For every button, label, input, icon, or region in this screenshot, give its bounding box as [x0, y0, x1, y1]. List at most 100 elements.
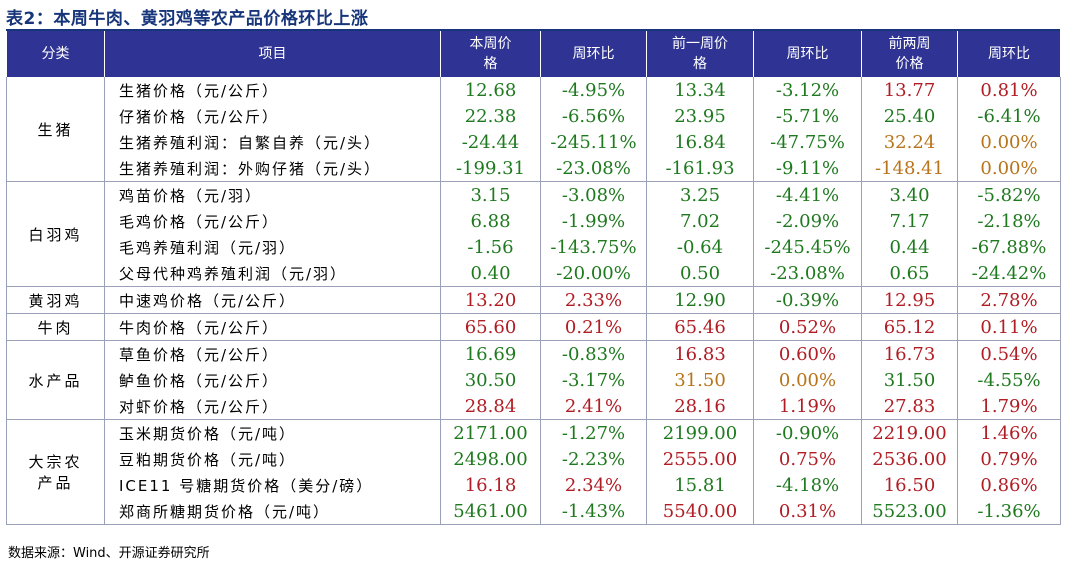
- table-row: 生猪养殖利润：自繁自养（元/头） -24.44 -245.11% 16.84 -47.7…: [7, 129, 1061, 155]
- value-cell: 22.38: [440, 103, 541, 129]
- value-cell: 12.95: [861, 286, 958, 314]
- table-row: 对虾价格（元/公斤） 28.84 2.41% 28.16 1.19% 27.83 1.79%: [7, 393, 1061, 420]
- value-cell: 12.90: [646, 286, 754, 314]
- value-cell: -2.18%: [957, 208, 1061, 234]
- value-cell: -2.23%: [540, 446, 647, 472]
- category-cell: 牛肉: [6, 313, 105, 341]
- table-row: 生猪养殖利润：外购仔猪（元/头） -199.31 -23.08% -161.93 -9.…: [7, 155, 1061, 182]
- value-cell: 0.52%: [753, 313, 862, 341]
- value-cell: 2171.00: [440, 419, 541, 446]
- value-cell: -199.31: [440, 155, 541, 182]
- value-cell: 1.19%: [753, 393, 862, 420]
- value-cell: -20.00%: [540, 260, 647, 287]
- value-cell: -2.09%: [753, 208, 862, 234]
- table-title: 表2：本周牛肉、黄羽鸡等农产品价格环比上涨: [6, 9, 369, 29]
- value-cell: -0.39%: [753, 286, 862, 314]
- header-prev-week-price: 前一周价 格: [646, 31, 754, 77]
- table-row: 鲈鱼价格（元/公斤） 30.50 -3.17% 31.50 0.00% 31.50 -4.5…: [7, 367, 1061, 393]
- value-cell: -9.11%: [753, 155, 862, 182]
- value-cell: 5540.00: [646, 498, 754, 525]
- item-cell: 中速鸡价格（元/公斤）: [104, 286, 441, 314]
- item-cell: 草鱼价格（元/公斤）: [104, 340, 441, 367]
- value-cell: 65.60: [440, 313, 541, 341]
- value-cell: -5.82%: [957, 181, 1061, 208]
- table-row: 黄羽鸡 中速鸡价格（元/公斤） 13.20 2.33% 12.90 -0.39% 12.95…: [6, 286, 1061, 314]
- value-cell: 0.75%: [753, 446, 862, 472]
- value-cell: 23.95: [646, 103, 754, 129]
- value-cell: -5.71%: [753, 103, 862, 129]
- value-cell: 2536.00: [861, 446, 958, 472]
- value-cell: 0.00%: [957, 129, 1061, 155]
- header-category: 分类: [6, 31, 105, 77]
- value-cell: 0.11%: [957, 313, 1061, 341]
- title-rule: [6, 29, 1060, 31]
- item-cell: 仔猪价格（元/公斤）: [104, 103, 441, 129]
- value-cell: 27.83: [861, 393, 958, 420]
- value-cell: -23.08%: [540, 155, 647, 182]
- value-cell: 0.00%: [957, 155, 1061, 182]
- value-cell: -1.43%: [540, 498, 647, 525]
- header-item: 项目: [104, 31, 441, 77]
- item-cell: 生猪养殖利润：外购仔猪（元/头）: [104, 155, 441, 182]
- value-cell: 0.86%: [957, 472, 1061, 498]
- value-cell: -161.93: [646, 155, 754, 182]
- header-row: 分类 项目 本周价 格 周环比 前一周价 格 周环比 前两周 价格 周环比: [6, 31, 1061, 77]
- category-cell: 黄羽鸡: [6, 286, 105, 314]
- item-cell: 玉米期货价格（元/吨）: [104, 419, 441, 446]
- value-cell: 7.17: [861, 208, 958, 234]
- value-cell: 0.00%: [753, 367, 862, 393]
- value-cell: -47.75%: [753, 129, 862, 155]
- value-cell: 2.33%: [540, 286, 647, 314]
- value-cell: 7.02: [646, 208, 754, 234]
- value-cell: -4.41%: [753, 181, 862, 208]
- value-cell: 13.34: [646, 77, 754, 103]
- value-cell: 2.78%: [957, 286, 1061, 314]
- value-cell: 13.77: [861, 77, 958, 103]
- table-row: 牛肉 牛肉价格（元/公斤） 65.60 0.21% 65.46 0.52% 65.12 0.1…: [6, 313, 1061, 341]
- value-cell: -245.45%: [753, 234, 862, 260]
- value-cell: -67.88%: [957, 234, 1061, 260]
- table-row: 毛鸡价格（元/公斤） 6.88 -1.99% 7.02 -2.09% 7.17 -2.18%: [7, 208, 1061, 234]
- item-cell: 郑商所糖期货价格（元/吨）: [104, 498, 441, 525]
- value-cell: 3.15: [440, 181, 541, 208]
- item-cell: 生猪养殖利润：自繁自养（元/头）: [104, 129, 441, 155]
- header-wow-1: 周环比: [540, 31, 647, 77]
- value-cell: 0.50: [646, 260, 754, 287]
- value-cell: -1.99%: [540, 208, 647, 234]
- value-cell: -1.27%: [540, 419, 647, 446]
- value-cell: 16.73: [861, 340, 958, 367]
- value-cell: 65.12: [861, 313, 958, 341]
- table-row: 水产品 草鱼价格（元/公斤） 16.69 -0.83% 16.83 0.60% 16.73 0…: [6, 340, 1061, 420]
- value-cell: 30.50: [440, 367, 541, 393]
- value-cell: -24.44: [440, 129, 541, 155]
- value-cell: -23.08%: [753, 260, 862, 287]
- value-cell: 31.50: [646, 367, 754, 393]
- value-cell: 0.31%: [753, 498, 862, 525]
- value-cell: -3.12%: [753, 77, 862, 103]
- source-note: 数据来源：Wind、开源证券研究所: [8, 546, 210, 561]
- value-cell: 2498.00: [440, 446, 541, 472]
- price-table: 分类 项目 本周价 格 周环比 前一周价 格 周环比 前两周 价格 周环比 生猪…: [6, 31, 1061, 525]
- header-this-week-price: 本周价 格: [440, 31, 541, 77]
- value-cell: -148.41: [861, 155, 958, 182]
- value-cell: 0.44: [861, 234, 958, 260]
- table-row: ICE11 号糖期货价格（美分/磅） 16.18 2.34% 15.81 -4.18% 1…: [7, 472, 1061, 498]
- item-cell: 对虾价格（元/公斤）: [104, 393, 441, 420]
- value-cell: 0.81%: [957, 77, 1061, 103]
- value-cell: -3.17%: [540, 367, 647, 393]
- value-cell: -0.90%: [753, 419, 862, 446]
- value-cell: 13.20: [440, 286, 541, 314]
- value-cell: 2.41%: [540, 393, 647, 420]
- table-row: 毛鸡养殖利润（元/羽） -1.56 -143.75% -0.64 -245.45% 0.4…: [7, 234, 1061, 260]
- value-cell: -4.18%: [753, 472, 862, 498]
- value-cell: 16.50: [861, 472, 958, 498]
- value-cell: 16.83: [646, 340, 754, 367]
- value-cell: 0.65: [861, 260, 958, 287]
- table-row: 白羽鸡 鸡苗价格（元/羽） 3.15 -3.08% 3.25 -4.41% 3.40 -5.8…: [6, 181, 1061, 287]
- table-row: 郑商所糖期货价格（元/吨） 5461.00 -1.43% 5540.00 0.31% 55…: [7, 498, 1061, 525]
- value-cell: 1.79%: [957, 393, 1061, 420]
- value-cell: 5461.00: [440, 498, 541, 525]
- value-cell: -24.42%: [957, 260, 1061, 287]
- value-cell: -1.56: [440, 234, 541, 260]
- value-cell: -6.56%: [540, 103, 647, 129]
